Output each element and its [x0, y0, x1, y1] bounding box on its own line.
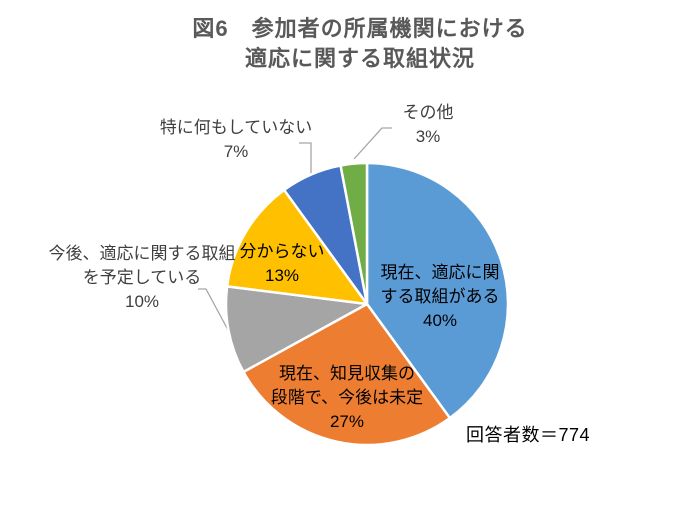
chart-title-line1: 図6 参加者の所属機関における [192, 16, 528, 41]
pie-slice-dont-know [225, 188, 369, 306]
leader-line-nothing-in-particular [299, 142, 312, 174]
data-label-line: その他 [402, 103, 454, 122]
data-label-current-efforts: 現在、適応に関 する取組がある 40% [381, 261, 500, 333]
pie-slice-other [339, 161, 369, 306]
data-label-pct: 7% [223, 142, 249, 161]
respondents-note: 回答者数＝774 [466, 425, 591, 445]
data-label-line: 特に何もしていない [159, 118, 313, 137]
data-label-line: を予定している [82, 268, 202, 287]
data-label-pct: 13% [264, 266, 300, 285]
data-label-nothing-in-particular: 特に何もしていない 7% [160, 116, 313, 164]
data-label-line: する取組がある [380, 287, 500, 306]
data-label-line: 段階で、今後は未定 [270, 388, 424, 407]
pie-slice-planned-efforts [224, 285, 369, 374]
chart-title-line2: 適応に関する取組状況 [244, 46, 475, 71]
data-label-planned-efforts: 今後、適応に関する取組 を予定している 10% [49, 242, 236, 314]
leader-line-planned-efforts [198, 288, 229, 331]
chart-title: 図6 参加者の所属機関における 適応に関する取組状況 [10, 14, 700, 74]
leader-line-other [353, 127, 392, 160]
data-label-line: 分からない [239, 242, 325, 261]
data-label-pct: 40% [422, 311, 458, 330]
pie-slice-current-efforts [365, 161, 510, 420]
data-label-pct: 3% [415, 127, 441, 146]
data-label-pct: 27% [329, 412, 365, 431]
data-label-other: その他 3% [403, 101, 454, 149]
data-label-line: 現在、適応に関 [380, 263, 500, 282]
data-label-dont-know: 分からない 13% [240, 240, 325, 288]
data-label-pct: 10% [124, 292, 160, 311]
data-label-gathering-knowledge: 現在、知見収集の 段階で、今後は未定 27% [271, 362, 423, 434]
data-label-line: 現在、知見収集の [278, 364, 415, 383]
pie-slice-gathering-knowledge [242, 302, 452, 447]
data-label-line: 今後、適応に関する取組 [48, 244, 236, 263]
